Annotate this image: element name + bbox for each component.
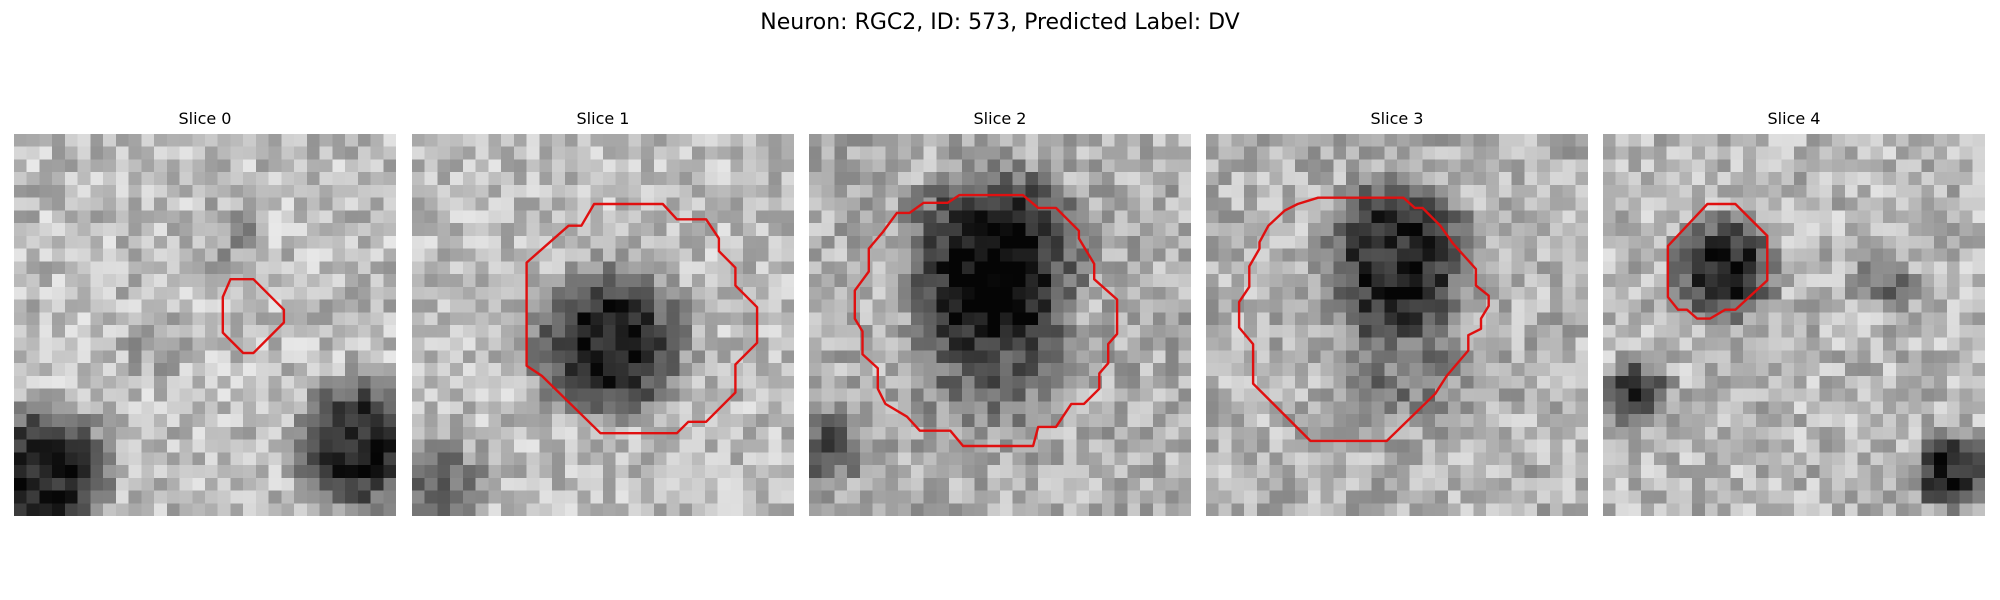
slice-panel-4: Slice 4 [1603, 108, 1985, 516]
slice-panel-3: Slice 3 [1206, 108, 1588, 516]
slice-panel-1: Slice 1 [412, 108, 794, 516]
roi-outline-2 [853, 193, 1119, 448]
slice-image-2 [809, 134, 1191, 516]
roi-outline-1 [525, 202, 759, 435]
roi-outline-3 [1237, 196, 1490, 443]
slice-title-2: Slice 2 [973, 109, 1027, 128]
slice-panel-2: Slice 2 [809, 108, 1191, 516]
slice-image-3 [1206, 134, 1588, 516]
slice-title-3: Slice 3 [1370, 109, 1424, 128]
roi-outline-0 [221, 277, 286, 355]
roi-outline-4 [1666, 202, 1769, 320]
slice-image-4 [1603, 134, 1985, 516]
pixel-grid [809, 134, 1191, 516]
figure-title: Neuron: RGC2, ID: 573, Predicted Label: … [760, 10, 1240, 35]
slice-title-1: Slice 1 [576, 109, 630, 128]
slice-panel-0: Slice 0 [14, 108, 396, 516]
pixel-grid [412, 134, 794, 516]
slice-title-4: Slice 4 [1767, 109, 1821, 128]
pixel-grid [14, 134, 396, 516]
slice-title-0: Slice 0 [178, 109, 232, 128]
pixel-grid [1603, 134, 1985, 516]
slice-image-0 [14, 134, 396, 516]
pixel-grid [1206, 134, 1588, 516]
slice-image-1 [412, 134, 794, 516]
